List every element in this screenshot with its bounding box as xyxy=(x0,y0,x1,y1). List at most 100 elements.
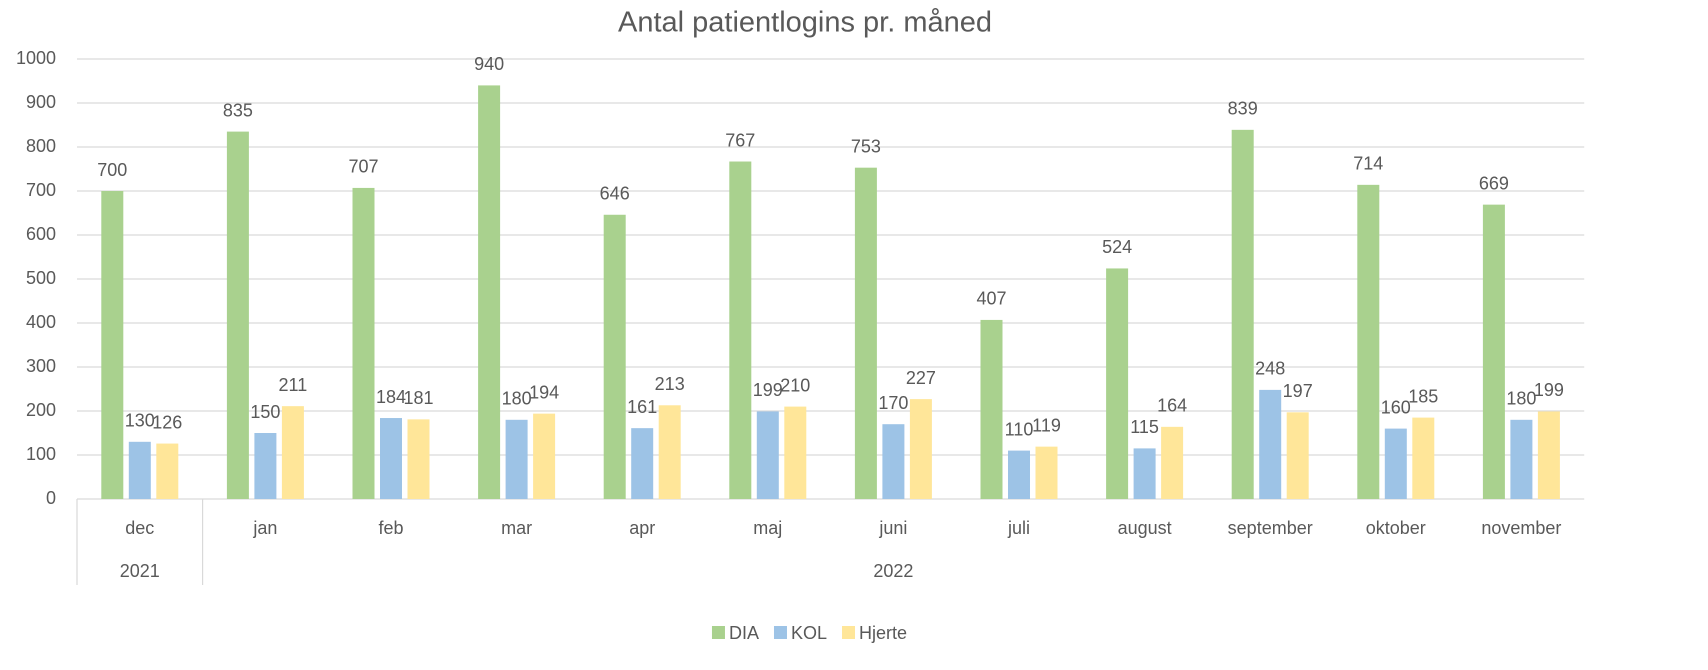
data-label: 248 xyxy=(1255,359,1285,379)
data-label: 180 xyxy=(1506,389,1536,409)
data-label: 181 xyxy=(403,388,433,408)
bar xyxy=(1412,417,1435,499)
data-label: 197 xyxy=(1283,381,1313,401)
data-label: 835 xyxy=(223,100,253,120)
y-tick-label: 1000 xyxy=(16,48,56,68)
bar xyxy=(729,161,752,499)
legend-label: DIA xyxy=(729,623,759,643)
group-label: 2022 xyxy=(873,561,913,581)
data-label: 130 xyxy=(125,411,155,431)
bar xyxy=(128,441,151,499)
y-tick-label: 800 xyxy=(26,136,56,156)
x-tick-label: dec xyxy=(125,518,154,538)
bar xyxy=(1133,448,1156,499)
bar xyxy=(380,418,402,499)
x-tick-label: mar xyxy=(501,518,532,538)
bar xyxy=(533,413,556,499)
y-tick-label: 600 xyxy=(26,224,56,244)
bar xyxy=(1161,426,1184,499)
data-label: 839 xyxy=(1228,99,1258,119)
bar xyxy=(407,419,430,499)
bar xyxy=(631,428,654,499)
data-label: 227 xyxy=(906,368,936,388)
x-tick-label: feb xyxy=(378,518,403,538)
legend-swatch xyxy=(711,626,725,639)
legend-swatch xyxy=(773,626,787,639)
data-label: 119 xyxy=(1032,415,1061,435)
data-label: 199 xyxy=(1534,380,1564,400)
x-tick-label: oktober xyxy=(1366,518,1426,538)
data-label: 185 xyxy=(1408,386,1438,406)
data-label: 161 xyxy=(627,397,657,417)
bar xyxy=(1384,428,1407,499)
x-tick-label: juni xyxy=(878,518,907,538)
legend-swatch xyxy=(842,626,856,639)
y-tick-label: 100 xyxy=(26,444,56,464)
bar xyxy=(226,131,249,499)
data-label: 115 xyxy=(1130,417,1159,437)
bar xyxy=(1008,450,1030,499)
bar xyxy=(909,399,932,499)
y-tick-label: 300 xyxy=(26,356,56,376)
x-tick-label: maj xyxy=(753,518,782,538)
data-label: 211 xyxy=(279,375,308,395)
bar xyxy=(980,319,1003,499)
bar xyxy=(1482,204,1505,499)
x-tick-label: juli xyxy=(1007,518,1030,538)
legend-label: Hjerte xyxy=(859,623,907,643)
data-label: 707 xyxy=(348,157,378,177)
data-label: 164 xyxy=(1157,396,1187,416)
x-tick-label: apr xyxy=(629,518,655,538)
bar xyxy=(478,85,501,500)
bar xyxy=(1231,129,1254,499)
bar xyxy=(658,405,681,499)
data-label: 150 xyxy=(250,402,280,422)
data-label: 194 xyxy=(529,382,559,402)
y-tick-label: 700 xyxy=(26,180,56,200)
y-tick-label: 200 xyxy=(26,400,56,420)
data-label: 524 xyxy=(1102,237,1132,257)
bar xyxy=(352,187,375,500)
data-label: 170 xyxy=(878,393,908,413)
data-label: 753 xyxy=(851,136,881,156)
legend-label: KOL xyxy=(791,623,827,643)
data-label: 199 xyxy=(753,380,783,400)
bar xyxy=(254,433,277,499)
x-tick-label: september xyxy=(1228,518,1313,538)
bar xyxy=(882,424,905,499)
data-label: 940 xyxy=(474,54,504,74)
bar xyxy=(1106,268,1129,499)
data-label: 700 xyxy=(97,160,127,180)
group-label: 2021 xyxy=(120,561,160,581)
y-tick-label: 0 xyxy=(46,488,56,508)
data-label: 669 xyxy=(1479,173,1509,193)
bar xyxy=(1286,412,1309,499)
chart-title: Antal patientlogins pr. måned xyxy=(618,7,992,39)
bar xyxy=(854,167,877,499)
y-tick-label: 500 xyxy=(26,268,56,288)
bar xyxy=(1510,419,1533,499)
data-label: 180 xyxy=(502,389,532,409)
data-label: 767 xyxy=(725,130,755,150)
data-label: 646 xyxy=(600,184,630,204)
x-tick-label: jan xyxy=(252,518,277,538)
bar xyxy=(1537,411,1560,499)
data-label: 407 xyxy=(976,289,1006,309)
data-label: 160 xyxy=(1381,397,1411,417)
bar xyxy=(756,411,779,499)
bar xyxy=(1035,446,1058,499)
bar xyxy=(505,419,528,499)
bar xyxy=(101,191,124,499)
data-label: 184 xyxy=(376,387,406,407)
bar xyxy=(281,406,304,499)
bar xyxy=(1259,389,1282,499)
data-label: 126 xyxy=(152,412,182,432)
data-label: 213 xyxy=(655,374,685,394)
x-tick-label: november xyxy=(1481,518,1561,538)
bar xyxy=(603,214,626,499)
y-tick-label: 400 xyxy=(26,312,56,332)
x-tick-label: august xyxy=(1118,518,1172,538)
bar xyxy=(156,443,179,499)
data-label: 110 xyxy=(1005,419,1034,439)
